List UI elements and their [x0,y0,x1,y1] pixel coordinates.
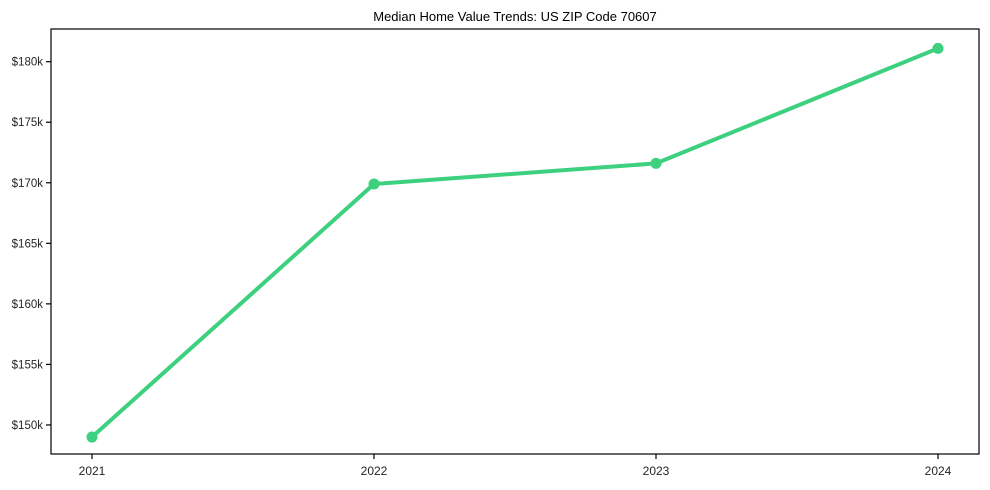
x-tick-label: 2024 [925,464,952,478]
median-home-value-line [90,46,940,440]
plot-frame [50,28,980,455]
data-point-marker [368,178,380,190]
y-tick-label: $150k [12,420,44,432]
y-tick-label: $175k [12,117,44,129]
y-tick-label: $170k [12,178,44,190]
y-tick-label: $155k [12,359,44,371]
axes-layer: $150k $155k $160k $165k $170k $175k $180k 2021 2… [12,28,980,478]
x-tick-label: 2023 [643,464,670,478]
data-point-marker [932,42,944,54]
y-tick-label: $165k [12,238,44,250]
series-layer [86,42,944,443]
y-tick-label: $180k [12,57,44,69]
chart-title: Median Home Value Trends: US ZIP Code 70… [373,9,657,24]
x-tick-label: 2022 [361,464,388,478]
data-point-marker [86,431,98,443]
y-tick-label: $160k [12,299,44,311]
x-tick-label: 2021 [79,464,106,478]
data-point-marker [650,157,662,169]
